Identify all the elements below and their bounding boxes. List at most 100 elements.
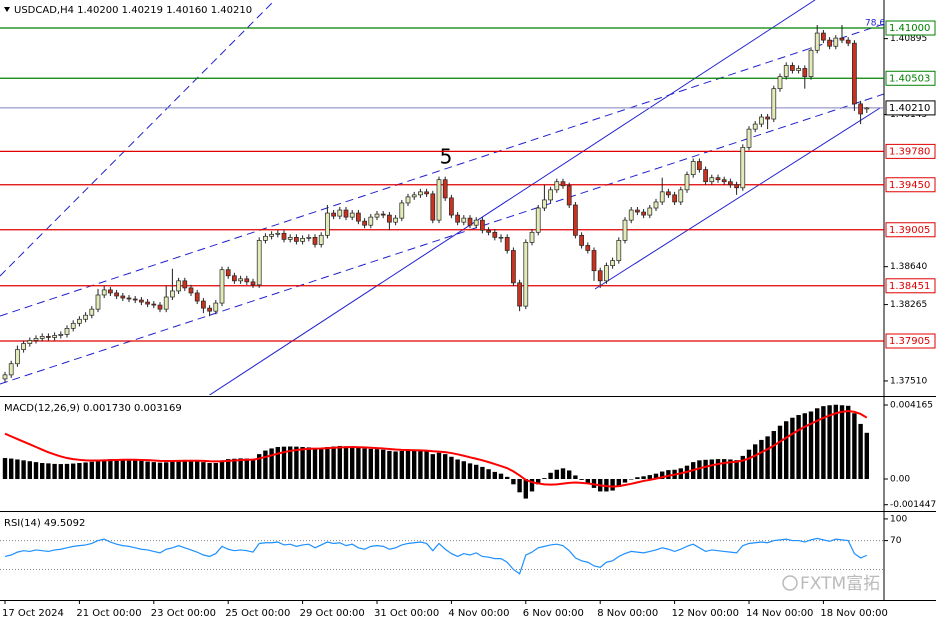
candle-body [461, 217, 467, 223]
candle-body [424, 191, 429, 195]
candle-body [752, 123, 758, 130]
macd-bar [263, 450, 268, 479]
candle-body [157, 304, 163, 310]
candle-body [690, 161, 696, 175]
macd-bar [418, 450, 423, 479]
candle-body [95, 294, 101, 310]
candle-body [275, 232, 281, 235]
candle-body [232, 275, 237, 282]
macd-bar [709, 459, 714, 479]
macd-bar [505, 476, 510, 479]
candle-body [39, 336, 45, 339]
macd-bar [232, 458, 237, 479]
candle-body [21, 343, 26, 350]
candle-body [368, 216, 374, 226]
macd-bar [9, 458, 14, 479]
candle-body [616, 240, 622, 261]
candle-body [263, 235, 268, 241]
trend-lines [0, 0, 884, 395]
pane-title: USDCAD,H4 1.40200 1.40219 1.40160 1.4021… [14, 5, 252, 16]
macd-bar [244, 458, 249, 479]
candle-body [306, 236, 312, 239]
macd-bar [331, 446, 336, 479]
candle-body [566, 185, 572, 206]
candle-body [622, 219, 628, 241]
macd-bar [312, 448, 318, 479]
candle-body [790, 65, 795, 71]
candle-body [300, 238, 305, 242]
candle-body [585, 245, 591, 251]
candle-body [858, 103, 863, 115]
macd-bar [740, 455, 745, 479]
macd-bar [436, 452, 442, 479]
candle-body [666, 191, 671, 196]
candle-body [194, 292, 200, 302]
macd-bar [771, 431, 776, 479]
candle-body [70, 322, 76, 329]
macd-bar [492, 471, 497, 479]
candle-body [399, 202, 405, 219]
macd-bar [790, 417, 795, 479]
macd-bar [560, 468, 566, 479]
candle-body [573, 204, 578, 236]
macd-bar [387, 450, 392, 479]
candle-body [554, 181, 560, 191]
macd-bar [405, 450, 411, 479]
macd-bar [777, 425, 783, 479]
candle-body [473, 219, 479, 226]
candle-body [64, 328, 70, 335]
candle-body [604, 265, 609, 282]
macd-bar [195, 461, 200, 479]
x-tick-label: 12 Nov 00:00 [672, 608, 739, 619]
candle-body [839, 37, 845, 41]
candle-body [380, 213, 386, 216]
macd-bar [2, 458, 8, 479]
macd-bar [573, 475, 578, 479]
candle-body [33, 338, 39, 341]
macd-bar [443, 454, 448, 479]
macd-bar [536, 478, 541, 485]
candle-body [759, 116, 764, 125]
macd-bar [703, 459, 708, 479]
pane-title: MACD(12,26,9) 0.001730 0.003169 [4, 403, 182, 414]
candle-body [597, 270, 603, 282]
menu-icon[interactable] [4, 7, 10, 12]
macd-bar [864, 432, 869, 479]
macd-bar [815, 408, 820, 479]
pane-title: RSI(14) 49.5092 [4, 518, 85, 529]
candle-body [430, 193, 436, 221]
candle-body [318, 234, 324, 245]
candle-body [132, 298, 138, 301]
macd-bar [15, 459, 20, 479]
x-tick-label: 23 Oct 00:00 [151, 608, 216, 619]
macd-bar [461, 461, 466, 479]
macd-bar [188, 460, 194, 479]
rsi-line [4, 537, 868, 575]
macd-bar [182, 460, 187, 479]
candle-body [498, 236, 504, 239]
macd-bar [201, 462, 206, 479]
macd-bar [77, 463, 82, 479]
candle-body [529, 231, 535, 243]
annotation: 5 [440, 145, 453, 169]
candle-body [728, 181, 733, 186]
macd-bar [523, 478, 528, 499]
macd-bar [653, 473, 659, 479]
macd-bar [126, 459, 132, 479]
macd-bar [226, 459, 231, 479]
trend-line [594, 107, 881, 290]
candle-body [610, 260, 615, 267]
annotation: 78.6 [865, 19, 885, 29]
candle-body [442, 179, 448, 199]
candle-body [628, 209, 634, 221]
candle-body [89, 308, 95, 316]
price-label-box [885, 100, 936, 116]
level-label: 1.37905 [889, 336, 930, 347]
y-tick-label: 100 [890, 514, 907, 524]
macd-bar [666, 470, 671, 479]
candle-body [337, 209, 343, 217]
candle-body [517, 282, 522, 307]
candle-body [678, 189, 684, 203]
candle-body [101, 289, 107, 296]
